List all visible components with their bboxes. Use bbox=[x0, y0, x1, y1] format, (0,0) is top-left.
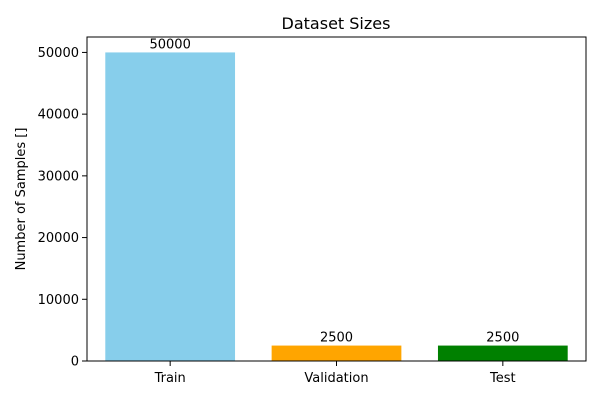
data-label: 2500 bbox=[320, 331, 353, 346]
bar-validation bbox=[271, 345, 402, 361]
bar-train bbox=[105, 52, 236, 362]
y-axis-label: Number of Samples [] bbox=[14, 128, 29, 271]
y-tick-label: 30000 bbox=[38, 169, 79, 184]
data-label: 2500 bbox=[486, 331, 519, 346]
y-tick-label: 50000 bbox=[38, 46, 79, 61]
chart-marks: 0 10000 20000 30000 40000 50000 50000 Train 2500… bbox=[38, 37, 568, 386]
chart-title: Dataset Sizes bbox=[282, 14, 391, 33]
y-tick-label: 20000 bbox=[38, 231, 79, 246]
x-tick-label: Test bbox=[489, 371, 516, 386]
y-tick-label: 40000 bbox=[38, 108, 79, 123]
plot-frame bbox=[86, 36, 587, 362]
x-tick-label: Train bbox=[154, 371, 186, 386]
bar-test bbox=[437, 345, 568, 361]
y-tick-label: 0 bbox=[71, 355, 79, 370]
y-tick-label: 10000 bbox=[38, 293, 79, 308]
x-tick-label: Validation bbox=[304, 371, 368, 386]
data-label: 50000 bbox=[149, 37, 190, 52]
